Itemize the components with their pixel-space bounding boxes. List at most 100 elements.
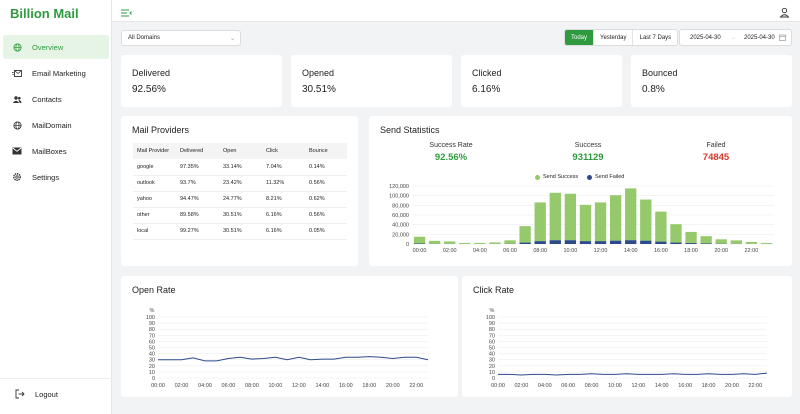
range-last7-button[interactable]: Last 7 Days bbox=[639, 34, 672, 41]
table-cell: 6.16% bbox=[262, 207, 305, 224]
mailbox-icon bbox=[12, 146, 22, 156]
bar-send-failed bbox=[609, 240, 622, 244]
range-yesterday-button[interactable]: Yesterday bbox=[594, 30, 634, 45]
bar-send-success bbox=[685, 231, 697, 244]
legend-send-failed: Send Failed bbox=[587, 174, 624, 180]
x-tick-label: 20:00 bbox=[725, 383, 739, 389]
menu-collapse-icon[interactable] bbox=[121, 5, 133, 17]
x-tick-label: 20:00 bbox=[386, 383, 400, 389]
stat-value: 0.8% bbox=[642, 84, 665, 95]
table-row: yahoo 94.47% 24.77% 8.21% 0.62% bbox=[133, 191, 347, 208]
x-tick-label: 20:00 bbox=[714, 248, 728, 254]
x-tick-label: 12:00 bbox=[594, 248, 608, 254]
bar-send-failed bbox=[640, 240, 652, 244]
series-line bbox=[498, 372, 768, 376]
table-cell: 0.05% bbox=[305, 223, 347, 240]
table-cell: 0.56% bbox=[305, 175, 347, 192]
bar-send-success bbox=[579, 204, 592, 242]
domain-select[interactable]: All Domains ⌄ bbox=[121, 30, 241, 46]
x-tick-label: 08:00 bbox=[245, 383, 259, 389]
bar-send-failed bbox=[700, 243, 712, 244]
bar-send-failed bbox=[564, 240, 577, 244]
legend-send-success: Send Success bbox=[535, 174, 578, 180]
x-tick-label: 18:00 bbox=[362, 383, 376, 389]
table-cell: 7.04% bbox=[262, 159, 305, 176]
y-tick-label: 70 bbox=[149, 333, 155, 339]
bar-send-success bbox=[564, 193, 577, 241]
globe-icon bbox=[12, 42, 22, 52]
bar-send-success bbox=[655, 211, 667, 242]
bar-send-failed bbox=[655, 241, 667, 244]
range-today-button[interactable]: Today bbox=[565, 30, 595, 45]
table-cell: 33.14% bbox=[219, 159, 262, 176]
y-tick-label: 20 bbox=[149, 364, 155, 370]
table-cell: 11.32% bbox=[262, 175, 305, 192]
x-tick-label: 08:00 bbox=[533, 248, 547, 254]
sidebar-item-maildomain[interactable]: MailDomain bbox=[3, 113, 109, 137]
bar-send-success bbox=[760, 242, 773, 244]
bar-send-success bbox=[609, 195, 622, 241]
sidebar-item-label: Email Marketing bbox=[32, 68, 86, 78]
bar-send-success bbox=[474, 242, 486, 244]
x-tick-label: 04:00 bbox=[538, 383, 552, 389]
sidebar-item-mailboxes[interactable]: MailBoxes bbox=[3, 139, 109, 163]
click-rate-card: Click Rate % 0 10 20 30 40 50 60 70 80 90 100 00:00 0… bbox=[462, 276, 792, 397]
sidebar-item-label: Settings bbox=[32, 172, 60, 182]
y-tick-label: 90 bbox=[149, 321, 155, 327]
date-range-picker[interactable]: 2025-04-30 → 2025-04-30 bbox=[679, 29, 792, 46]
logout-icon bbox=[15, 389, 25, 399]
sidebar: Billion Mail Overview Email Marketing Co… bbox=[0, 0, 112, 414]
x-tick-label: 18:00 bbox=[684, 248, 698, 254]
bar-send-success bbox=[489, 242, 501, 244]
x-tick-label: 14:00 bbox=[655, 383, 669, 389]
y-tick-label: 60 bbox=[489, 339, 495, 345]
y-tick-label: 100,000 bbox=[389, 194, 409, 200]
logout-button[interactable]: Logout bbox=[6, 382, 112, 406]
table-cell: other bbox=[133, 207, 176, 224]
y-tick-label: 40 bbox=[149, 352, 155, 358]
bar-send-success bbox=[549, 192, 561, 241]
bar-send-success bbox=[459, 242, 471, 244]
bar-send-failed bbox=[519, 242, 531, 244]
logout-label: Logout bbox=[35, 389, 58, 399]
y-tick-label: 60 bbox=[149, 339, 155, 345]
top-bar bbox=[112, 0, 800, 22]
kpi-failed: Failed 74845 bbox=[676, 142, 756, 163]
card-title: Open Rate bbox=[132, 285, 176, 295]
bar-send-failed bbox=[625, 240, 637, 244]
table-header-row: Mail Provider Delivered Open Click Bounc… bbox=[133, 143, 347, 159]
table-cell: 6.16% bbox=[262, 223, 305, 240]
x-tick-label: 02:00 bbox=[443, 248, 457, 254]
table-cell: 94.47% bbox=[176, 191, 219, 208]
column-header: Click bbox=[262, 143, 305, 159]
calendar-icon bbox=[779, 34, 786, 43]
table-cell: local bbox=[133, 223, 176, 240]
bar-send-failed bbox=[594, 241, 607, 244]
x-tick-label: 00:00 bbox=[491, 383, 505, 389]
bar-send-success bbox=[670, 224, 682, 243]
sidebar-item-email-marketing[interactable]: Email Marketing bbox=[3, 61, 109, 85]
bar-send-success bbox=[444, 241, 456, 244]
column-header: Delivered bbox=[176, 143, 219, 159]
sidebar-item-contacts[interactable]: Contacts bbox=[3, 87, 109, 111]
bar-send-failed bbox=[549, 240, 561, 244]
sidebar-item-settings[interactable]: Settings bbox=[3, 165, 109, 189]
y-tick-label: 70 bbox=[489, 333, 495, 339]
bar-send-success bbox=[625, 188, 637, 241]
y-tick-label: 90 bbox=[489, 321, 495, 327]
end-date: 2025-04-30 bbox=[744, 34, 775, 41]
y-tick-label: 20 bbox=[489, 364, 495, 370]
user-icon[interactable] bbox=[779, 5, 790, 18]
bar-send-success bbox=[730, 240, 742, 244]
bar-send-failed bbox=[579, 241, 592, 244]
sidebar-item-overview[interactable]: Overview bbox=[3, 35, 109, 59]
x-tick-label: 06:00 bbox=[222, 383, 236, 389]
stat-label: Bounced bbox=[642, 68, 678, 78]
table-cell: 24.77% bbox=[219, 191, 262, 208]
gear-icon bbox=[12, 172, 22, 182]
card-title: Click Rate bbox=[473, 285, 515, 295]
table-cell: 99.27% bbox=[176, 223, 219, 240]
y-axis-unit: % bbox=[150, 308, 155, 314]
date-range-tabs: Today Yesterday Last 7 Days bbox=[564, 29, 679, 46]
